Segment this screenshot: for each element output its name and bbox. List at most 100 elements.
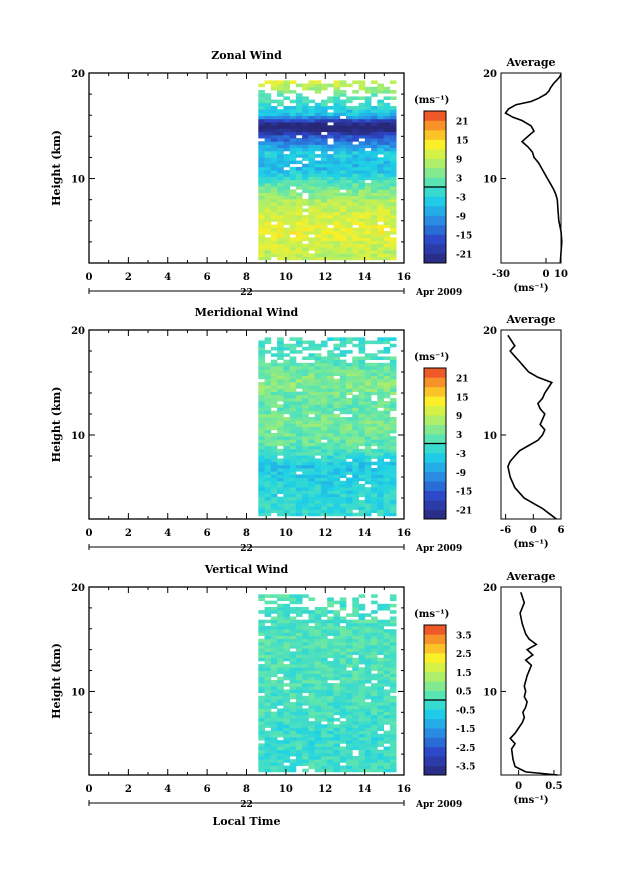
heatmap-cell	[270, 692, 278, 697]
heatmap-cell	[377, 240, 384, 245]
heatmap-cell	[346, 676, 353, 681]
heatmap-cell	[314, 128, 322, 133]
heatmap-cell	[258, 160, 265, 165]
heatmap-cell	[389, 407, 397, 412]
heatmap-cell	[320, 660, 328, 665]
heatmap-cell	[302, 733, 309, 738]
heatmap-cell	[302, 417, 309, 421]
heatmap-cell	[327, 391, 334, 396]
heatmap-cell	[364, 138, 372, 142]
heatmap-cell	[314, 343, 322, 348]
heatmap-cell	[258, 714, 265, 719]
heatmap-cell	[346, 705, 353, 709]
heatmap-cell	[364, 397, 372, 402]
heatmap-cell	[333, 762, 341, 766]
heatmap-cell	[383, 413, 391, 418]
heatmap-cell	[258, 423, 265, 427]
heatmap-cell	[389, 423, 397, 427]
heatmap-cell	[339, 600, 347, 605]
heatmap-cell	[277, 733, 284, 738]
heatmap-cell	[277, 711, 284, 716]
heatmap-cell	[308, 141, 316, 145]
heatmap-cell	[320, 157, 328, 161]
profile-x-tick-label: 0	[543, 269, 550, 280]
heatmap-cell	[377, 461, 384, 466]
heatmap-cell	[346, 702, 353, 706]
heatmap-cell	[283, 109, 291, 113]
heatmap-cell	[389, 765, 397, 770]
heatmap-cell	[289, 471, 297, 475]
heatmap-cell	[327, 429, 334, 434]
heatmap-cell	[358, 80, 366, 84]
heatmap-cell	[389, 654, 397, 659]
heatmap-cell	[264, 711, 272, 716]
heatmap-cell	[358, 464, 366, 469]
heatmap-cell	[383, 202, 391, 206]
heatmap-cell	[371, 711, 378, 716]
heatmap-cell	[295, 253, 303, 258]
heatmap-cell	[277, 480, 284, 485]
heatmap-cell	[383, 654, 391, 659]
heatmap-cell	[314, 160, 322, 165]
heatmap-cell	[283, 240, 291, 245]
heatmap-cell	[289, 214, 297, 219]
heatmap-cell	[389, 240, 397, 245]
heatmap-cell	[277, 247, 284, 251]
heatmap-cell	[258, 205, 265, 209]
heatmap-cell	[352, 512, 359, 517]
heatmap-cell	[327, 362, 334, 367]
heatmap-cell	[358, 432, 366, 437]
heatmap-cell	[264, 483, 272, 488]
heatmap-cell	[371, 173, 378, 177]
heatmap-cell	[295, 619, 303, 624]
heatmap-cell	[339, 698, 347, 703]
heatmap-cells	[258, 80, 397, 261]
heatmap-cell	[289, 356, 297, 361]
heatmap-cell	[364, 512, 372, 517]
heatmap-cell	[327, 506, 334, 510]
heatmap-cell	[383, 420, 391, 424]
heatmap-cell	[333, 436, 341, 440]
heatmap-cell	[352, 247, 359, 251]
heatmap-cell	[264, 230, 272, 235]
heatmap-cell	[327, 202, 334, 206]
heatmap-cell	[339, 224, 347, 229]
heatmap-cell	[264, 714, 272, 719]
heatmap-cell	[314, 743, 322, 747]
heatmap-cell	[389, 762, 397, 766]
heatmap-cell	[377, 503, 384, 507]
heatmap-cell	[389, 381, 397, 386]
heatmap-cell	[371, 619, 378, 624]
heatmap-cell	[346, 679, 353, 684]
heatmap-cell	[289, 230, 297, 235]
heatmap-cell	[377, 683, 384, 687]
heatmap-cell	[302, 458, 309, 463]
heatmap-cell	[295, 512, 303, 517]
heatmap-cell	[264, 689, 272, 694]
heatmap-cell	[389, 468, 397, 472]
heatmap-cell	[377, 182, 384, 187]
heatmap-cell	[352, 205, 359, 209]
heatmap-cell	[302, 622, 309, 627]
heatmap-cell	[302, 736, 309, 741]
heatmap-cell	[289, 442, 297, 447]
heatmap-cell	[283, 195, 291, 200]
heatmap-cell	[327, 670, 334, 674]
heatmap-cell	[383, 641, 391, 646]
heatmap-cell	[320, 622, 328, 627]
heatmap-cell	[314, 134, 322, 139]
heatmap-cell	[383, 256, 391, 261]
heatmap-cell	[283, 670, 291, 674]
heatmap-cell	[358, 613, 366, 617]
heatmap-cell	[364, 749, 372, 754]
heatmap-cell	[277, 356, 284, 361]
heatmap-cell	[320, 413, 328, 418]
heatmap-cell	[308, 651, 316, 655]
heatmap-cell	[339, 487, 347, 491]
heatmap-cell	[327, 676, 334, 681]
heatmap-cell	[333, 686, 341, 690]
heatmap-cell	[314, 493, 322, 498]
heatmap-cell	[352, 448, 359, 453]
heatmap-cell	[308, 445, 316, 450]
heatmap-cell	[302, 381, 309, 386]
